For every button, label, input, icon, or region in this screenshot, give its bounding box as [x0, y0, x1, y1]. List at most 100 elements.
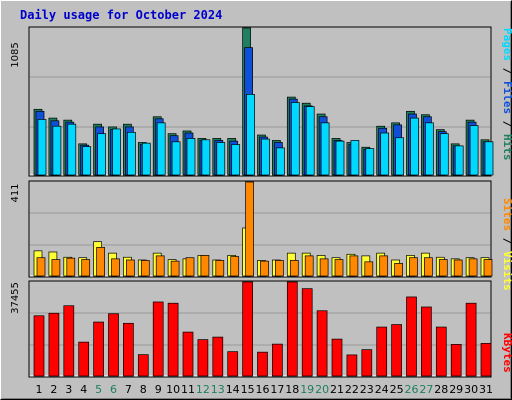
x-tick-label: 20 — [315, 383, 329, 396]
legend-entry: Visits — [501, 251, 512, 291]
bar-kbytes — [316, 310, 328, 377]
bar-kbytes — [361, 349, 373, 377]
bar-sites — [394, 263, 403, 277]
bar-sites — [379, 255, 389, 277]
bar-sites — [96, 247, 105, 277]
bar-kbytes — [152, 301, 164, 377]
legend-bottom: KBytes — [501, 333, 512, 373]
bar-pages — [246, 94, 255, 176]
bar-kbytes — [137, 354, 149, 377]
legend-entry: / — [501, 61, 512, 81]
bar-pages — [141, 142, 151, 176]
bar-pages — [201, 139, 211, 176]
bar-pages — [425, 122, 434, 176]
x-tick-label: 15 — [241, 383, 255, 396]
bar-sites — [453, 259, 463, 277]
y-max-label-bottom: 37455 — [10, 282, 21, 314]
x-tick-label: 14 — [226, 383, 240, 396]
x-tick-label: 9 — [155, 383, 162, 396]
bar-kbytes — [257, 351, 268, 377]
y-max-label-middle: 411 — [10, 183, 21, 202]
bar-sites — [185, 257, 195, 277]
bar-kbytes — [406, 296, 417, 377]
bar-pages — [52, 125, 62, 176]
bar-pages — [290, 102, 300, 176]
bar-pages — [186, 138, 196, 176]
x-tick-label: 3 — [65, 383, 72, 396]
bar-kbytes — [33, 315, 45, 377]
panel-hits-files-pages — [28, 26, 494, 177]
x-tick-label: 13 — [211, 383, 225, 396]
bar-sites — [81, 259, 91, 277]
bar-kbytes — [182, 331, 194, 377]
chart-title: Daily usage for October 2024 — [20, 8, 222, 22]
x-tick-label: 8 — [140, 383, 147, 396]
bar-pages — [380, 132, 390, 176]
bar-sites — [438, 259, 448, 277]
bar-pages — [156, 122, 166, 176]
bar-sites — [126, 259, 135, 277]
bar-pages — [276, 147, 285, 176]
bar-pages — [216, 142, 226, 176]
legend-middle: Sites / Visits — [501, 198, 512, 291]
x-tick-label: 1 — [36, 383, 43, 396]
bar-sites — [483, 259, 493, 277]
bar-kbytes — [480, 343, 492, 377]
bar-pages — [67, 123, 77, 176]
bar-kbytes — [346, 354, 358, 377]
bar-pages — [82, 146, 92, 176]
bar-sites — [304, 255, 314, 277]
bar-pages — [97, 133, 106, 176]
bar-kbytes — [167, 302, 179, 377]
x-tick-label: 29 — [449, 383, 463, 396]
x-axis-day-labels: 1 2 3 4 5 6 7 8 9 10 11 12 13 14 15 16 17 18 19 20 21 22 23 24 2… — [36, 383, 494, 396]
x-tick-label: 11 — [181, 383, 195, 396]
bar-sites — [155, 255, 165, 277]
bar-sites — [334, 259, 344, 277]
bar-pages — [395, 137, 404, 176]
bar-sites — [349, 255, 359, 277]
panel-visits-sites — [28, 180, 493, 278]
y-max-label-top: 1085 — [10, 42, 21, 67]
bar-kbytes — [63, 305, 75, 377]
x-tick-label: 21 — [330, 383, 344, 396]
x-tick-label: 12 — [196, 383, 210, 396]
x-tick-label: 22 — [345, 383, 359, 396]
bar-pages — [305, 106, 315, 176]
bar-pages — [335, 140, 345, 176]
bar-kbytes — [391, 324, 402, 377]
x-tick-label: 18 — [285, 383, 299, 396]
bar-sites — [111, 258, 120, 277]
bar-sites — [215, 260, 225, 277]
x-tick-label: 28 — [434, 383, 448, 396]
x-tick-label: 24 — [375, 383, 389, 396]
x-tick-label: 31 — [479, 383, 493, 396]
legend-top: Pages / Files / Hits — [501, 28, 512, 161]
bar-kbytes — [123, 322, 134, 377]
bar-sites — [66, 257, 76, 277]
x-tick-label: 17 — [270, 383, 284, 396]
bar-kbytes — [421, 306, 432, 377]
legend-entry: Sites — [501, 198, 512, 231]
legend-entry: KBytes — [501, 333, 512, 373]
bar-kbytes — [108, 313, 119, 377]
legend-entry: Hits — [501, 134, 512, 161]
bar-pages — [454, 145, 464, 176]
x-tick-label: 27 — [419, 383, 433, 396]
x-tick-label: 19 — [300, 383, 314, 396]
bar-kbytes — [272, 343, 283, 377]
bar-kbytes — [450, 344, 462, 377]
bar-pages — [37, 119, 47, 176]
bar-pages — [127, 131, 136, 176]
bar-kbytes — [286, 281, 298, 377]
bar-sites — [230, 256, 240, 277]
bar-kbytes — [242, 281, 253, 377]
x-tick-label: 30 — [464, 383, 478, 396]
bar-pages — [261, 138, 270, 176]
bar-sites — [140, 260, 150, 277]
bar-pages — [112, 128, 121, 176]
bar-pages — [231, 144, 241, 176]
